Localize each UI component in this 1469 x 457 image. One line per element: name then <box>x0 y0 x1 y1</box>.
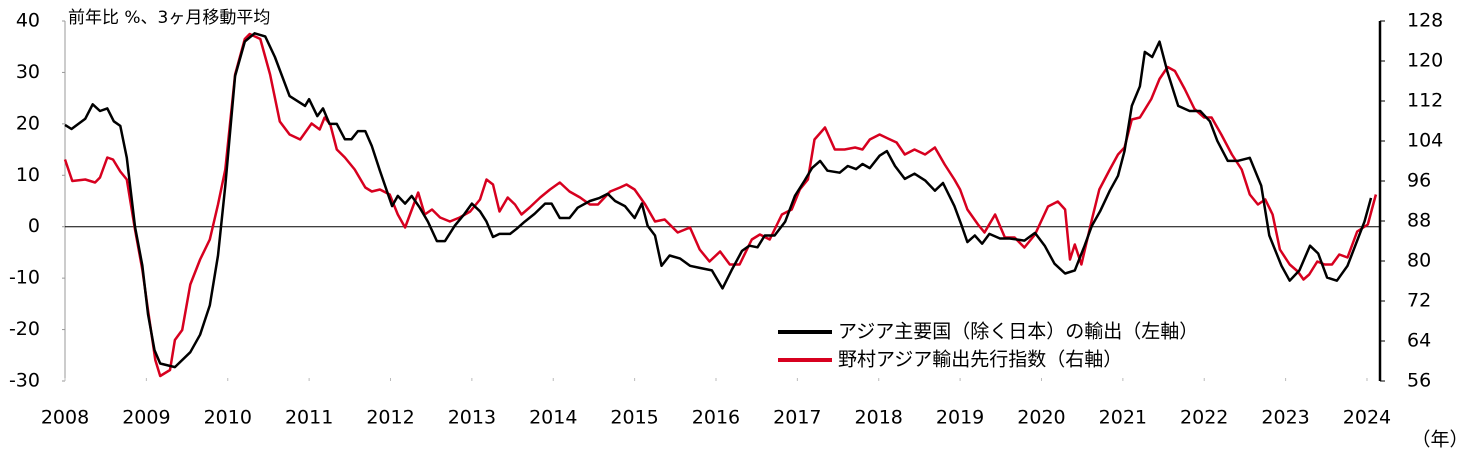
y2-tick-label: 56 <box>1407 370 1431 392</box>
y2-tick-label: 104 <box>1407 130 1443 152</box>
x-tick-label: 2022 <box>1180 407 1228 429</box>
legend-label: 野村アジア輸出先行指数（右軸） <box>838 349 1122 371</box>
y2-tick-label: 96 <box>1407 170 1431 192</box>
y-tick-label: 30 <box>16 61 40 83</box>
y-tick-label: -10 <box>9 267 40 289</box>
series-line <box>64 32 1373 369</box>
x-tick-label: 2019 <box>936 407 984 429</box>
y-tick-label: 10 <box>16 164 40 186</box>
y2-tick-label: 128 <box>1407 10 1443 32</box>
y-tick-label: 0 <box>28 215 40 237</box>
chart-title: 前年比 %、3ヶ月移動平均 <box>68 8 270 28</box>
x-tick-label: 2017 <box>773 407 821 429</box>
legend-label: アジア主要国（除く日本）の輸出（左軸） <box>838 321 1198 343</box>
x-tick-label: 2012 <box>366 407 414 429</box>
y-tick-label: -30 <box>9 370 40 392</box>
x-tick-label: 2015 <box>610 407 658 429</box>
x-tick-label: 2024 <box>1343 407 1391 429</box>
x-tick-label: 2013 <box>448 407 496 429</box>
y2-tick-label: 80 <box>1407 250 1431 272</box>
x-tick-label: 2008 <box>41 407 89 429</box>
y2-tick-label: 120 <box>1407 50 1443 72</box>
y-tick-label: 40 <box>16 10 40 32</box>
x-tick-label: 2018 <box>855 407 903 429</box>
y2-tick-label: 112 <box>1407 90 1443 112</box>
y2-tick-label: 72 <box>1407 290 1431 312</box>
x-tick-label: 2023 <box>1261 407 1309 429</box>
x-tick-label: 2009 <box>122 407 170 429</box>
x-tick-label: 2011 <box>285 407 333 429</box>
y2-tick-label: 64 <box>1407 330 1431 352</box>
x-tick-label: 2014 <box>529 407 577 429</box>
x-tick-label: 2021 <box>1099 407 1147 429</box>
y-tick-label: -20 <box>9 318 40 340</box>
y2-tick-label: 88 <box>1407 210 1431 232</box>
y-tick-label: 20 <box>16 112 40 134</box>
x-unit-label: （年） <box>1411 429 1468 451</box>
x-tick-label: 2020 <box>1017 407 1065 429</box>
x-tick-label: 2010 <box>204 407 252 429</box>
x-tick-label: 2016 <box>692 407 740 429</box>
